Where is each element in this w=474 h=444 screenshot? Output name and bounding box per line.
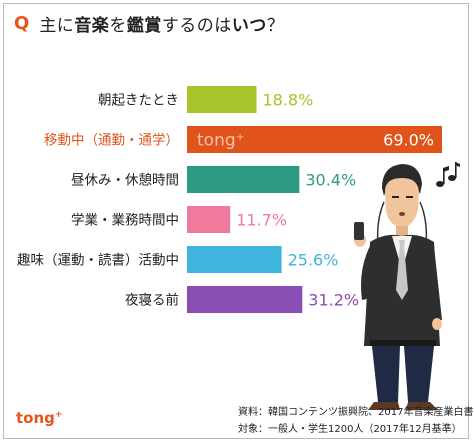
bar <box>187 286 303 313</box>
bar <box>187 86 257 113</box>
source-note: 資料：韓国コンテンツ振興院、2017年音楽産業白書 対象：一般人・学生1200人… <box>238 404 473 438</box>
value-label: 30.4% <box>305 171 356 190</box>
value-label: 18.8% <box>262 91 313 110</box>
music-note-icon <box>436 162 460 187</box>
value-label: 25.6% <box>288 251 339 270</box>
person-illustration <box>354 162 460 410</box>
phone-icon <box>354 222 364 240</box>
category-label: 夜寝る前 <box>125 292 179 309</box>
q-mark: Q <box>14 12 30 34</box>
category-label: 学業・業務時間中 <box>71 213 179 229</box>
category-label: 朝起きたとき <box>98 93 179 109</box>
value-label: 31.2% <box>308 291 359 310</box>
source-line: 資料：韓国コンテンツ振興院、2017年音楽産業白書 <box>238 407 474 418</box>
value-label: 69.0% <box>383 131 434 150</box>
target-line: 対象：一般人・学生1200人（2017年12月基準） <box>238 424 462 435</box>
category-label: 移動中（通勤・通学） <box>44 133 179 149</box>
category-label: 昼休み・休憩時間 <box>71 172 179 189</box>
bar <box>187 166 300 193</box>
brand-logo: tong+ <box>16 409 63 427</box>
bar <box>187 126 442 153</box>
watermark-logo: tong⁺ <box>197 131 245 151</box>
bar <box>187 246 282 273</box>
title-text: 主に音楽を鑑賞するのはいつ？ <box>39 15 285 36</box>
category-label: 趣味（運動・読書）活動中 <box>17 253 179 269</box>
value-label: 11.7% <box>236 211 287 230</box>
chart-title: Q 主に音楽を鑑賞するのはいつ？ <box>14 8 284 38</box>
bar <box>187 206 231 233</box>
